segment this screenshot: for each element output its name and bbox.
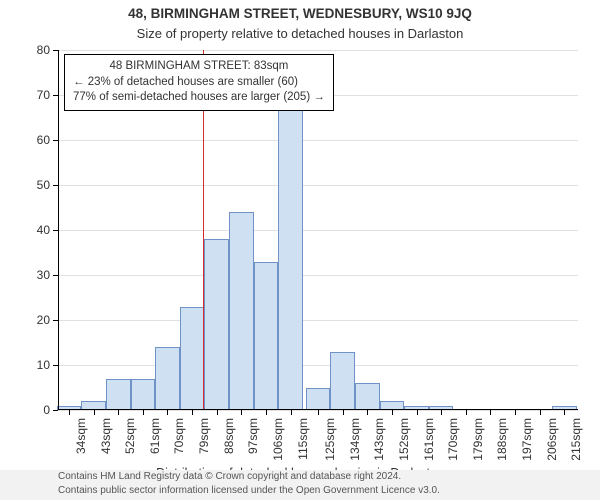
x-tick-mark xyxy=(441,410,442,415)
x-tick-label: 34sqm xyxy=(74,418,88,473)
x-tick-label: 152sqm xyxy=(397,418,411,473)
histogram-bar xyxy=(229,212,254,410)
y-tick-mark xyxy=(53,365,58,366)
plot-area: 48 BIRMINGHAM STREET: 83sqm← 23% of deta… xyxy=(58,50,578,410)
grid-line xyxy=(58,230,578,231)
histogram-bar xyxy=(180,307,205,411)
histogram-bar xyxy=(306,388,331,411)
histogram-bar xyxy=(155,347,180,410)
x-tick-label: 70sqm xyxy=(172,418,186,473)
x-tick-mark xyxy=(291,410,292,415)
y-tick-label: 0 xyxy=(43,403,50,417)
x-tick-mark xyxy=(217,410,218,415)
histogram-bar xyxy=(355,383,380,410)
x-tick-mark xyxy=(392,410,393,415)
x-tick-label: 106sqm xyxy=(271,418,285,473)
y-tick-mark xyxy=(53,320,58,321)
x-tick-mark xyxy=(564,410,565,415)
grid-line xyxy=(58,185,578,186)
y-axis-line xyxy=(58,50,59,410)
x-tick-mark xyxy=(241,410,242,415)
y-tick-mark xyxy=(53,95,58,96)
y-tick-label: 40 xyxy=(37,223,50,237)
x-tick-mark xyxy=(515,410,516,415)
annotation-line: ← 23% of detached houses are smaller (60… xyxy=(73,75,325,91)
x-tick-label: 61sqm xyxy=(148,418,162,473)
grid-line xyxy=(58,365,578,366)
grid-line xyxy=(58,140,578,141)
x-tick-mark xyxy=(266,410,267,415)
annotation-line: 48 BIRMINGHAM STREET: 83sqm xyxy=(73,59,325,75)
x-tick-label: 88sqm xyxy=(222,418,236,473)
x-tick-label: 52sqm xyxy=(123,418,137,473)
y-tick-mark xyxy=(53,230,58,231)
x-tick-mark xyxy=(417,410,418,415)
chart-footer: Contains HM Land Registry data © Crown c… xyxy=(0,470,600,500)
histogram-bar xyxy=(106,379,131,411)
x-tick-mark xyxy=(94,410,95,415)
x-tick-mark xyxy=(167,410,168,415)
chart-container: 48, BIRMINGHAM STREET, WEDNESBURY, WS10 … xyxy=(0,0,600,500)
histogram-bar xyxy=(278,109,303,411)
x-tick-mark xyxy=(318,410,319,415)
x-tick-label: 161sqm xyxy=(422,418,436,473)
x-tick-label: 115sqm xyxy=(296,418,310,473)
x-tick-label: 179sqm xyxy=(471,418,485,473)
histogram-bar xyxy=(254,262,279,411)
y-tick-label: 60 xyxy=(37,133,50,147)
y-tick-mark xyxy=(53,50,58,51)
x-tick-mark xyxy=(192,410,193,415)
grid-line xyxy=(58,320,578,321)
grid-line xyxy=(58,50,578,51)
x-tick-mark xyxy=(143,410,144,415)
x-tick-mark xyxy=(343,410,344,415)
x-tick-label: 97sqm xyxy=(246,418,260,473)
footer-line-2: Contains public sector information licen… xyxy=(58,484,600,498)
annotation-line: 77% of semi-detached houses are larger (… xyxy=(73,90,325,106)
x-tick-label: 43sqm xyxy=(99,418,113,473)
histogram-bar xyxy=(204,239,229,410)
x-tick-label: 134sqm xyxy=(348,418,362,473)
x-tick-label: 125sqm xyxy=(323,418,337,473)
x-tick-mark xyxy=(540,410,541,415)
y-tick-label: 10 xyxy=(37,358,50,372)
footer-line-1: Contains HM Land Registry data © Crown c… xyxy=(58,470,600,484)
chart-title: Size of property relative to detached ho… xyxy=(0,26,600,41)
y-tick-mark xyxy=(53,140,58,141)
x-tick-mark xyxy=(466,410,467,415)
x-tick-mark xyxy=(69,410,70,415)
x-tick-label: 170sqm xyxy=(446,418,460,473)
y-tick-label: 80 xyxy=(37,43,50,57)
x-tick-label: 143sqm xyxy=(372,418,386,473)
histogram-bar xyxy=(131,379,156,411)
y-tick-mark xyxy=(53,275,58,276)
y-tick-label: 70 xyxy=(37,88,50,102)
x-tick-label: 79sqm xyxy=(197,418,211,473)
y-tick-mark xyxy=(53,410,58,411)
y-tick-mark xyxy=(53,185,58,186)
x-tick-label: 215sqm xyxy=(569,418,583,473)
histogram-bar xyxy=(330,352,355,411)
grid-line xyxy=(58,275,578,276)
x-tick-label: 206sqm xyxy=(545,418,559,473)
x-tick-mark xyxy=(118,410,119,415)
x-tick-label: 197sqm xyxy=(520,418,534,473)
x-tick-label: 188sqm xyxy=(495,418,509,473)
x-tick-mark xyxy=(490,410,491,415)
x-tick-mark xyxy=(367,410,368,415)
annotation-box: 48 BIRMINGHAM STREET: 83sqm← 23% of deta… xyxy=(64,54,334,111)
y-tick-label: 30 xyxy=(37,268,50,282)
y-tick-label: 50 xyxy=(37,178,50,192)
y-tick-label: 20 xyxy=(37,313,50,327)
chart-supertitle: 48, BIRMINGHAM STREET, WEDNESBURY, WS10 … xyxy=(0,6,600,21)
